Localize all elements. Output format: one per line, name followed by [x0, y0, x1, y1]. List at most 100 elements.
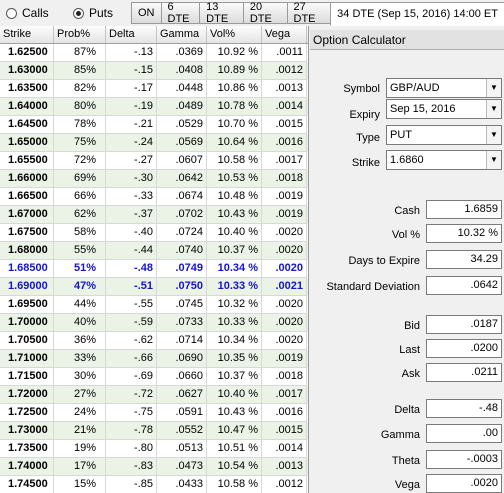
table-row[interactable]: 1.71000 33% -.66.0690 10.35 % .0019 — [0, 350, 308, 368]
cell-strike: 1.70500 — [0, 332, 54, 350]
table-row[interactable]: 1.68500 51% -.48.0749 10.34 % .0020 — [0, 260, 308, 278]
dte-field[interactable]: 34.29 — [426, 250, 502, 269]
table-row[interactable]: 1.62500 87% -.13.0369 10.92 % .0011 — [0, 44, 308, 62]
cash-field[interactable]: 1.6859 — [426, 200, 502, 219]
table-row[interactable]: 1.66500 66% -.33.0674 10.48 % .0019 — [0, 188, 308, 206]
gamma-field: .00 — [426, 424, 502, 443]
cell-prob: 72% — [54, 152, 106, 170]
cell-gamma: .0627 — [157, 386, 207, 404]
header-delta[interactable]: Delta — [106, 26, 157, 43]
table-row[interactable]: 1.69000 47% -.51.0750 10.33 % .0021 — [0, 278, 308, 296]
expiry-select[interactable]: Sep 15, 2016 ▼ — [386, 99, 502, 119]
option-calculator-panel: Option Calculator Symbol GBP/AUD ▼ Expir… — [310, 26, 504, 493]
chevron-down-icon[interactable]: ▼ — [486, 126, 501, 144]
cell-gamma: .0552 — [157, 422, 207, 440]
table-row[interactable]: 1.65000 75% -.24.0569 10.64 % .0016 — [0, 134, 308, 152]
cell-gamma: .0591 — [157, 404, 207, 422]
cell-vega: .0014 — [262, 440, 307, 458]
table-row[interactable]: 1.70000 40% -.59.0733 10.33 % .0020 — [0, 314, 308, 332]
cell-prob: 78% — [54, 116, 106, 134]
cell-strike: 1.65000 — [0, 134, 54, 152]
header-gamma[interactable]: Gamma — [157, 26, 207, 43]
cell-vol: 10.78 % — [207, 98, 262, 116]
cell-gamma: .0433 — [157, 476, 207, 493]
table-row[interactable]: 1.64000 80% -.19.0489 10.78 % .0014 — [0, 98, 308, 116]
table-row[interactable]: 1.69500 44% -.55.0745 10.32 % .0020 — [0, 296, 308, 314]
expiry-label: Expiry — [349, 109, 380, 121]
type-select[interactable]: PUT ▼ — [386, 125, 502, 145]
cell-delta: -.72 — [106, 386, 157, 404]
cell-prob: 17% — [54, 458, 106, 476]
cell-strike: 1.73500 — [0, 440, 54, 458]
header-strike[interactable]: Strike — [0, 26, 54, 43]
table-row[interactable]: 1.72000 27% -.72.0627 10.40 % .0017 — [0, 386, 308, 404]
puts-radio-circle[interactable] — [73, 7, 84, 19]
tab-34-dte[interactable]: 34 DTE (Sep 15, 2016) 14:00 ET — [330, 2, 504, 26]
cell-gamma: .0408 — [157, 62, 207, 80]
cell-delta: -.30 — [106, 170, 157, 188]
table-row[interactable]: 1.66000 69% -.30.0642 10.53 % .0018 — [0, 170, 308, 188]
cell-strike: 1.67000 — [0, 206, 54, 224]
tab-on[interactable]: ON — [131, 2, 162, 24]
table-row[interactable]: 1.65500 72% -.27.0607 10.58 % .0017 — [0, 152, 308, 170]
cell-gamma: .0740 — [157, 242, 207, 260]
chevron-down-icon[interactable]: ▼ — [486, 100, 501, 118]
cash-label: Cash — [394, 205, 420, 217]
vol-field[interactable]: 10.32 % — [426, 224, 502, 243]
table-row[interactable]: 1.73500 19% -.80.0513 10.51 % .0014 — [0, 440, 308, 458]
table-row[interactable]: 1.74500 15% -.85.0433 10.58 % .0012 — [0, 476, 308, 493]
cell-prob: 33% — [54, 350, 106, 368]
table-row[interactable]: 1.63000 85% -.15.0408 10.89 % .0012 — [0, 62, 308, 80]
cell-vega: .0017 — [262, 152, 307, 170]
calls-radio-circle[interactable] — [6, 7, 17, 19]
table-row[interactable]: 1.72500 24% -.75.0591 10.43 % .0016 — [0, 404, 308, 422]
table-row[interactable]: 1.70500 36% -.62.0714 10.34 % .0020 — [0, 332, 308, 350]
cell-delta: -.44 — [106, 242, 157, 260]
cell-strike: 1.68500 — [0, 260, 54, 278]
cell-gamma: .0750 — [157, 278, 207, 296]
top-bar: Calls Puts ON 6 DTE 13 DTE 20 DTE 27 DTE… — [0, 0, 504, 26]
table-row[interactable]: 1.64500 78% -.21.0529 10.70 % .0015 — [0, 116, 308, 134]
cell-strike: 1.66000 — [0, 170, 54, 188]
tab-27-dte[interactable]: 27 DTE — [286, 1, 332, 25]
table-row[interactable]: 1.67000 62% -.37.0702 10.43 % .0019 — [0, 206, 308, 224]
table-row[interactable]: 1.71500 30% -.69.0660 10.37 % .0018 — [0, 368, 308, 386]
ask-field: .0211 — [426, 363, 502, 382]
header-vol[interactable]: Vol% — [207, 26, 262, 43]
chevron-down-icon[interactable]: ▼ — [486, 151, 501, 169]
chevron-down-icon[interactable]: ▼ — [486, 79, 501, 97]
tab-20-dte[interactable]: 20 DTE — [242, 1, 288, 25]
cell-prob: 58% — [54, 224, 106, 242]
cell-gamma: .0702 — [157, 206, 207, 224]
cell-gamma: .0489 — [157, 98, 207, 116]
cell-vol: 10.89 % — [207, 62, 262, 80]
cell-gamma: .0529 — [157, 116, 207, 134]
header-prob[interactable]: Prob% — [54, 26, 106, 43]
table-row[interactable]: 1.68000 55% -.44.0740 10.37 % .0020 — [0, 242, 308, 260]
calls-radio[interactable]: Calls — [6, 5, 49, 21]
strike-select[interactable]: 1.6860 ▼ — [386, 150, 502, 170]
tab-6-dte[interactable]: 6 DTE — [160, 1, 201, 25]
tab-13-dte[interactable]: 13 DTE — [199, 1, 244, 25]
puts-radio[interactable]: Puts — [73, 5, 113, 21]
cell-vol: 10.33 % — [207, 314, 262, 332]
table-row[interactable]: 1.63500 82% -.17.0448 10.86 % .0013 — [0, 80, 308, 98]
symbol-select[interactable]: GBP/AUD ▼ — [386, 78, 502, 98]
table-row[interactable]: 1.74000 17% -.83.0473 10.54 % .0013 — [0, 458, 308, 476]
table-row[interactable]: 1.67500 58% -.40.0724 10.40 % .0020 — [0, 224, 308, 242]
table-row[interactable]: 1.73000 21% -.78.0552 10.47 % .0015 — [0, 422, 308, 440]
cell-vol: 10.53 % — [207, 170, 262, 188]
cell-strike: 1.71500 — [0, 368, 54, 386]
cell-vega: .0013 — [262, 458, 307, 476]
cell-vega: .0013 — [262, 80, 307, 98]
calls-label: Calls — [22, 6, 49, 20]
cell-vol: 10.48 % — [207, 188, 262, 206]
cell-prob: 36% — [54, 332, 106, 350]
expiry-value: Sep 15, 2016 — [390, 103, 456, 115]
strike-label: Strike — [351, 157, 380, 169]
grid-header: Strike Prob% Delta Gamma Vol% Vega — [0, 26, 308, 44]
cell-strike: 1.69000 — [0, 278, 54, 296]
cell-vol: 10.40 % — [207, 224, 262, 242]
header-vega[interactable]: Vega — [262, 26, 307, 43]
cell-vol: 10.33 % — [207, 278, 262, 296]
